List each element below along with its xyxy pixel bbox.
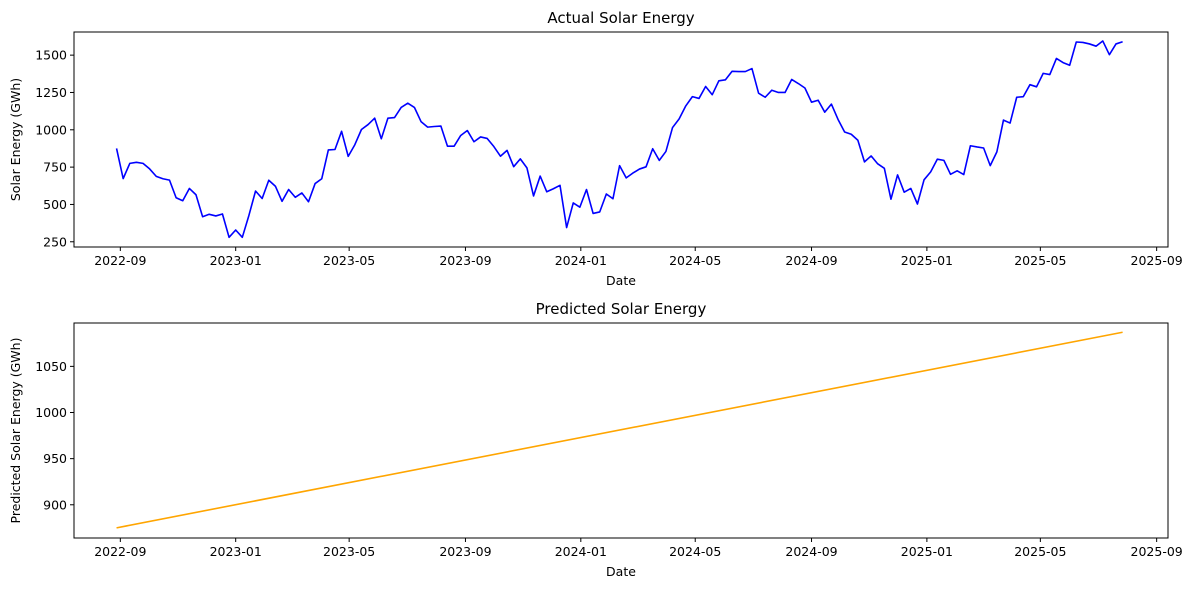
y-axis-label: Predicted Solar Energy (GWh)	[8, 338, 23, 524]
y-tick-label: 500	[43, 197, 67, 212]
x-tick-label: 2022-09	[94, 544, 146, 559]
y-tick-label: 1500	[35, 48, 67, 63]
predicted-solar-energy-chart: 2022-09 2023-01 2023-05 2023-09 2024-01 2024-…	[8, 300, 1183, 579]
actual-solar-energy-chart: 2022-09 2023-01 2023-05 2023-09 2024-01 2024-…	[8, 9, 1183, 288]
x-tick-label: 2024-09	[785, 544, 837, 559]
chart-title: Predicted Solar Energy	[536, 300, 707, 318]
x-tick-label: 2024-01	[555, 253, 607, 268]
series-line	[116, 331, 1123, 529]
x-tick-label: 2025-05	[1014, 253, 1066, 268]
x-tick-label: 2025-09	[1131, 253, 1183, 268]
y-tick-label: 1250	[35, 85, 67, 100]
x-tick-label: 2023-01	[210, 253, 262, 268]
y-tick-label: 900	[43, 497, 67, 512]
y-tick-label: 1000	[35, 405, 67, 420]
x-tick-label: 2022-09	[94, 253, 146, 268]
x-tick-label: 2025-01	[901, 253, 953, 268]
x-tick-label: 2023-05	[323, 544, 375, 559]
y-tick-label: 1000	[35, 122, 67, 137]
x-tick-label: 2024-01	[555, 544, 607, 559]
x-axis-label: Date	[606, 564, 636, 579]
chart-title: Actual Solar Energy	[547, 9, 694, 27]
x-tick-label: 2024-09	[785, 253, 837, 268]
x-tick-label: 2024-05	[669, 253, 721, 268]
x-tick-label: 2023-05	[323, 253, 375, 268]
x-tick-label: 2024-05	[669, 544, 721, 559]
x-tick-label: 2025-09	[1131, 544, 1183, 559]
x-tick-label: 2023-09	[439, 253, 491, 268]
x-tick-label: 2025-05	[1014, 544, 1066, 559]
y-axis-label: Solar Energy (GWh)	[8, 78, 23, 201]
x-axis-label: Date	[606, 273, 636, 288]
series-line	[115, 40, 1123, 239]
y-tick-label: 950	[43, 451, 67, 466]
y-tick-label: 250	[43, 234, 67, 249]
plot-frame	[73, 31, 1169, 248]
x-tick-label: 2025-01	[901, 544, 953, 559]
y-tick-label: 750	[43, 160, 67, 175]
y-tick-label: 1050	[35, 359, 67, 374]
plot-frame	[73, 322, 1169, 539]
x-tick-label: 2023-09	[439, 544, 491, 559]
x-tick-label: 2023-01	[210, 544, 262, 559]
